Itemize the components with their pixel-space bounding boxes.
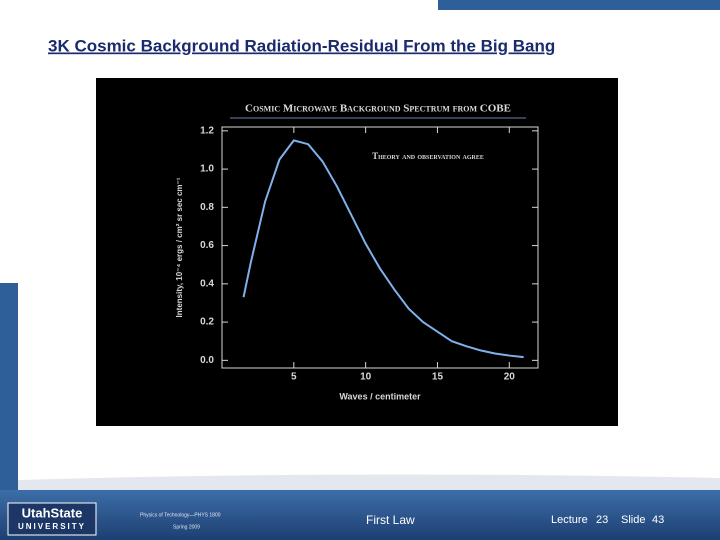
- term: Spring 2009: [173, 524, 200, 530]
- x-tick-label: 10: [360, 372, 372, 383]
- footer: [0, 490, 720, 540]
- chart-title: Cosmic Microwave Background Spectrum fro…: [245, 103, 511, 115]
- y-tick-label: 1.2: [200, 125, 214, 136]
- topic: First Law: [366, 513, 415, 527]
- lecture-label: Lecture: [551, 514, 588, 526]
- y-tick-label: 0.0: [200, 355, 214, 366]
- y-axis-label: Intensity, 10⁻⁴ ergs / cm² sr sec cm⁻¹: [175, 177, 184, 317]
- spectrum-line: [242, 139, 524, 359]
- plot-frame: [221, 126, 539, 369]
- side-bar: [0, 283, 18, 490]
- x-tick-label: 15: [432, 372, 444, 383]
- annotation: Theory and observation agree: [372, 151, 484, 161]
- x-axis-label: Waves / centimeter: [339, 391, 421, 401]
- slide-number: 43: [652, 514, 664, 526]
- slide-title: 3K Cosmic Background Radiation-Residual …: [48, 36, 555, 55]
- swoosh: [18, 474, 720, 490]
- logo: [7, 502, 97, 536]
- logo-top: UtahState: [22, 505, 83, 520]
- course: Physics of Technology—PHYS 1800: [140, 512, 221, 518]
- slide-label: Slide: [621, 514, 645, 526]
- y-tick-label: 1.0: [200, 164, 214, 175]
- y-tick-label: 0.4: [200, 278, 214, 289]
- logo-bottom: UNIVERSITY: [18, 522, 86, 531]
- y-tick-label: 0.8: [200, 202, 214, 213]
- y-tick-label: 0.2: [200, 317, 214, 328]
- x-tick-label: 5: [291, 372, 297, 383]
- top-bar: [438, 0, 720, 10]
- x-tick-label: 20: [504, 372, 516, 383]
- lecture-number: 23: [596, 514, 608, 526]
- y-tick-label: 0.6: [200, 240, 214, 251]
